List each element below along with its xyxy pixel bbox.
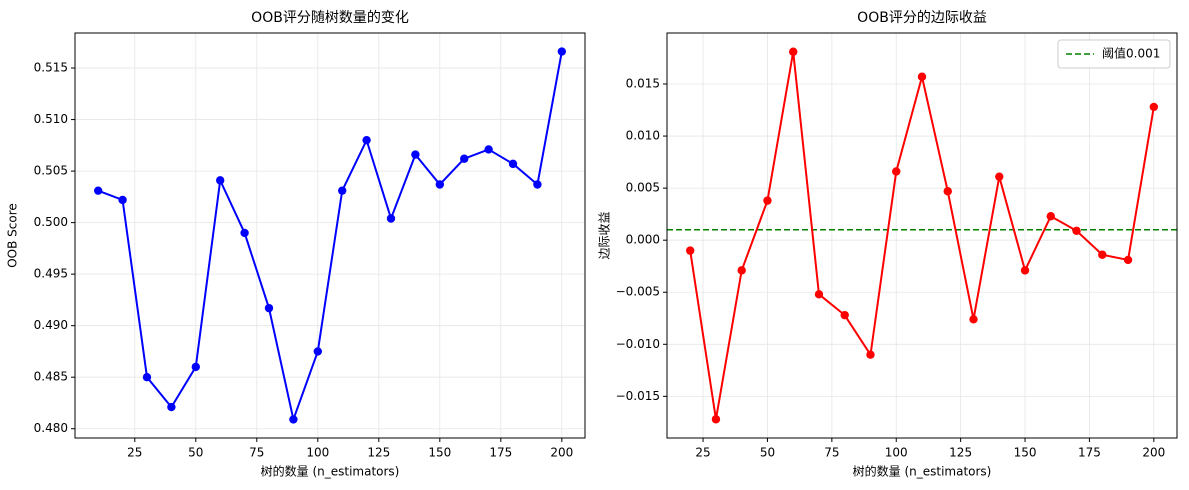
y-tick-label: 0.010 xyxy=(626,129,660,143)
y-tick-label: 0.480 xyxy=(34,421,68,435)
y-tick-label: 0.500 xyxy=(34,215,68,229)
data-point xyxy=(814,290,824,299)
y-tick-label: 0.495 xyxy=(34,267,68,281)
data-point xyxy=(508,159,518,169)
x-tick-label: 25 xyxy=(127,446,142,460)
x-tick-label: 200 xyxy=(1142,446,1165,460)
y-tick-label: 0.515 xyxy=(34,61,68,75)
data-point xyxy=(289,415,298,424)
data-point xyxy=(460,154,469,163)
data-point xyxy=(866,350,875,359)
y-tick-label: 0.000 xyxy=(626,233,660,247)
x-tick-label: 200 xyxy=(550,446,573,460)
data-point xyxy=(917,72,927,81)
x-tick-label: 150 xyxy=(428,446,451,460)
data-point xyxy=(685,246,695,255)
legend-label: 阈值0.001 xyxy=(1102,46,1160,61)
data-point xyxy=(167,402,176,412)
legend-box xyxy=(1057,39,1171,69)
data-point xyxy=(435,180,445,189)
y-tick-label: 0.505 xyxy=(34,164,68,178)
x-tick-label: 100 xyxy=(885,446,908,460)
data-point xyxy=(386,214,396,223)
data-point xyxy=(533,180,542,189)
x-tick-label: 75 xyxy=(824,446,839,460)
x-tick-label: 175 xyxy=(489,446,512,460)
data-point xyxy=(264,303,274,313)
y-tick-label: 0.490 xyxy=(34,318,68,332)
data-point xyxy=(484,145,493,154)
data-line xyxy=(689,51,1155,420)
data-point xyxy=(737,266,746,275)
y-tick-label: −0.010 xyxy=(616,337,660,351)
data-point xyxy=(93,186,103,195)
x-tick-label: 125 xyxy=(949,446,972,460)
y-tick-label: 0.015 xyxy=(626,77,660,91)
data-point xyxy=(840,310,849,320)
x-tick-label: 25 xyxy=(695,446,710,460)
x-tick-label: 50 xyxy=(760,446,775,460)
data-point xyxy=(240,228,249,238)
y-tick-label: 0.005 xyxy=(626,181,660,195)
data-point xyxy=(995,172,1004,181)
x-tick-label: 100 xyxy=(306,446,329,460)
data-point xyxy=(1098,250,1107,259)
data-point xyxy=(969,315,978,324)
data-point xyxy=(142,372,152,382)
x-tick-label: 175 xyxy=(1078,446,1101,460)
data-point xyxy=(1046,212,1055,221)
data-point xyxy=(362,135,371,145)
data-point xyxy=(943,187,952,196)
chart-title: OOB评分随树数量的变化 xyxy=(251,10,409,26)
data-point xyxy=(892,167,901,176)
legend: 阈值0.001 xyxy=(1057,39,1171,69)
data-point xyxy=(763,196,772,205)
y-axis-label: OOB Score xyxy=(6,203,20,268)
y-tick-label: 0.510 xyxy=(34,112,68,126)
plot-frame xyxy=(74,32,586,439)
data-point xyxy=(1149,102,1159,112)
x-tick-label: 150 xyxy=(1014,446,1037,460)
x-tick-label: 50 xyxy=(188,446,203,460)
data-point xyxy=(789,47,798,56)
data-point xyxy=(338,186,347,195)
y-axis-label: 边际收益 xyxy=(598,211,612,259)
data-point xyxy=(557,47,567,56)
x-axis-label: 树的数量 (n_estimators) xyxy=(853,464,992,479)
data-point xyxy=(1072,226,1081,236)
x-axis-label: 树的数量 (n_estimators) xyxy=(261,464,400,479)
y-tick-label: 0.485 xyxy=(34,370,68,384)
y-tick-label: −0.005 xyxy=(616,285,660,299)
x-tick-label: 75 xyxy=(249,446,264,460)
data-point xyxy=(1020,266,1030,275)
data-point xyxy=(411,150,420,159)
data-line xyxy=(97,51,563,424)
chart-title: OOB评分的边际收益 xyxy=(857,10,987,26)
data-point xyxy=(711,415,721,424)
data-point xyxy=(191,362,200,372)
data-point xyxy=(118,195,127,205)
y-tick-label: −0.015 xyxy=(616,389,660,403)
data-point xyxy=(313,347,322,356)
data-point xyxy=(215,176,225,185)
data-point xyxy=(1123,255,1133,265)
x-tick-label: 125 xyxy=(367,446,390,460)
plot-frame xyxy=(666,32,1178,439)
